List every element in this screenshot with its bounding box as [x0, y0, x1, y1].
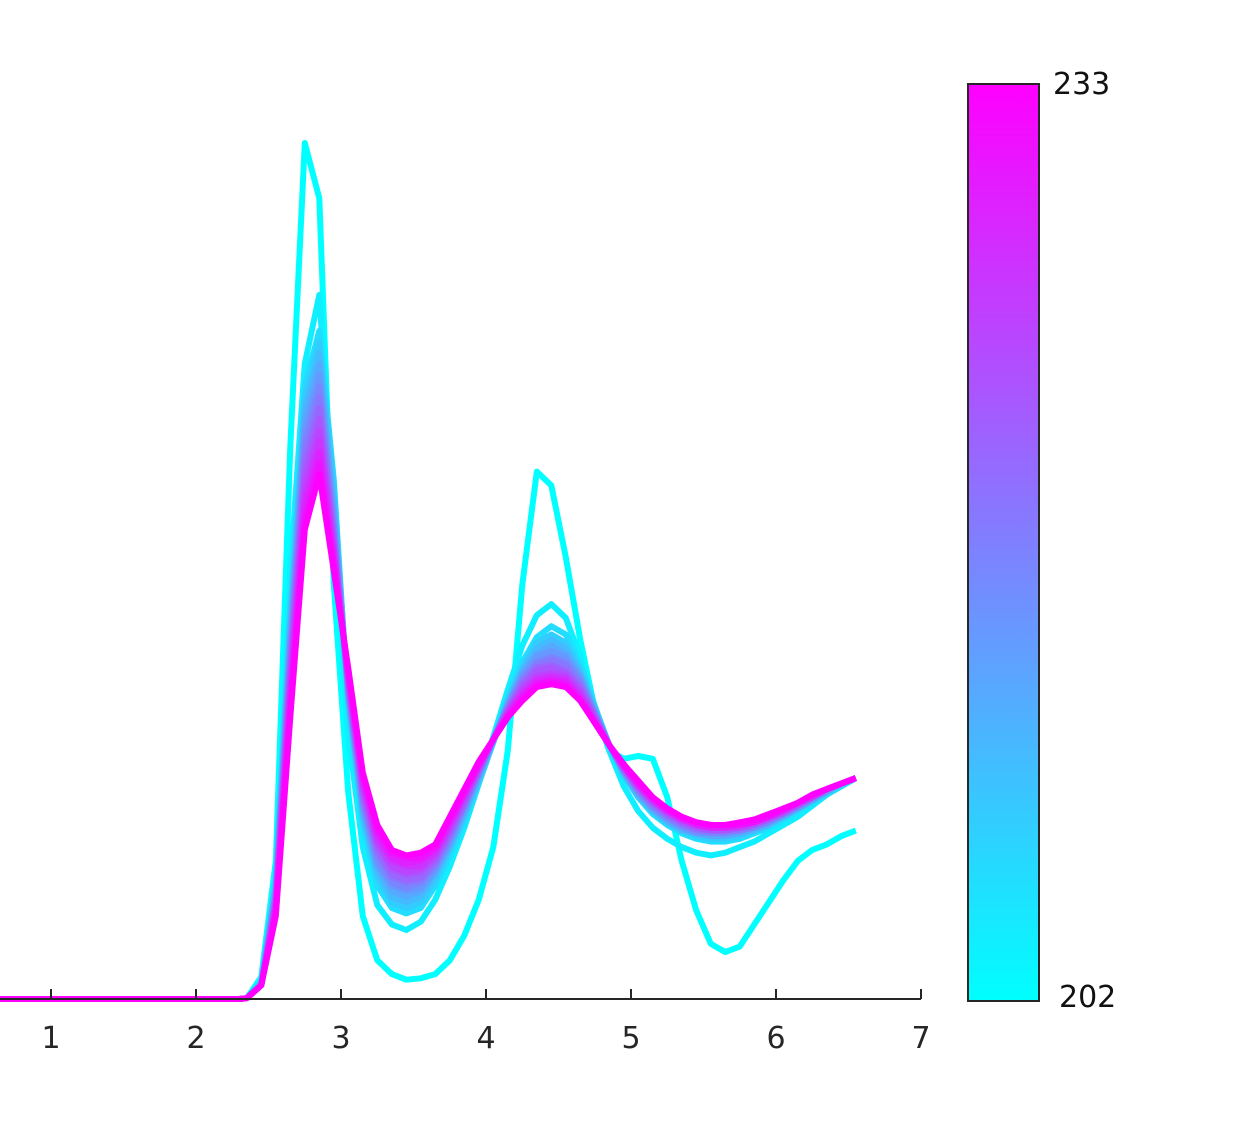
- series-line-3: [0, 327, 858, 1002]
- colorbar-gradient: [967, 83, 1040, 1002]
- x-tick-label-3: 3: [331, 1021, 350, 1056]
- series-line-6: [0, 360, 857, 1002]
- x-tick-label-4: 4: [476, 1021, 495, 1056]
- x-axis: 1 2 3 4 5 6 7: [0, 989, 931, 1056]
- colorbar-min-label: 202: [1059, 980, 1116, 1015]
- x-tick-label-2: 2: [186, 1021, 205, 1056]
- x-tick-label-6: 6: [766, 1021, 785, 1056]
- series-line-15: [0, 460, 857, 1002]
- series-layer: [0, 140, 858, 1002]
- x-tick-label-5: 5: [621, 1021, 640, 1056]
- series-line-7: [0, 371, 857, 1002]
- series-line-16: [0, 471, 857, 1002]
- colorbar-max-label: 233: [1053, 67, 1110, 102]
- colorbar: 233 202: [967, 67, 1116, 1015]
- x-tick-label-1: 1: [41, 1021, 60, 1056]
- series-line-14: [0, 449, 857, 1002]
- x-tick-label-7: 7: [911, 1021, 930, 1056]
